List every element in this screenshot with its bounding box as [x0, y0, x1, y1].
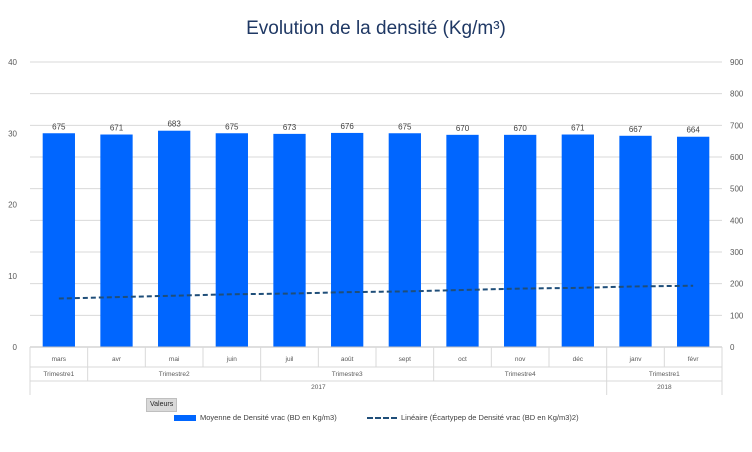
year-label: 2017 [311, 384, 326, 391]
y-right-tick-label: 600 [730, 153, 744, 162]
x-tick-label: mars [52, 356, 67, 363]
bar [561, 134, 594, 347]
bar [215, 133, 248, 347]
chart-title: Evolution de la densité (Kg/m³) [246, 18, 506, 39]
bar [100, 134, 133, 347]
x-tick-label: déc [573, 356, 584, 363]
trend-line [58, 284, 694, 300]
legend-line-swatch [367, 416, 397, 419]
quarter-label: Trimestre1 [649, 371, 680, 378]
bar-value-label: 670 [513, 124, 527, 133]
x-tick-label: juin [226, 356, 238, 363]
bar-value-label: 675 [398, 122, 412, 131]
x-tick-label: avr [112, 356, 122, 363]
bar [331, 132, 364, 347]
y-left-tick-label: 10 [8, 272, 17, 281]
quarter-label: Trimestre4 [505, 371, 536, 378]
y-right-tick-label: 200 [730, 280, 744, 289]
legend-bar-label: Moyenne de Densité vrac (BD en Kg/m3) [200, 413, 337, 422]
y-left-tick-label: 0 [13, 343, 18, 352]
x-tick-label: févr [688, 356, 700, 363]
bar-value-label: 675 [225, 122, 239, 131]
bar-value-label: 675 [52, 122, 66, 131]
bar-value-label: 671 [110, 124, 124, 133]
x-tick-label: juil [285, 356, 295, 363]
quarter-label: Trimestre2 [159, 371, 190, 378]
bar [504, 134, 537, 347]
bar-value-label: 670 [456, 124, 470, 133]
legend-item-line: Linéaire (Écartypep de Densité vrac (BD … [367, 413, 579, 422]
bar-value-label: 664 [686, 126, 700, 135]
x-tick-label: oct [458, 356, 467, 363]
y-left-tick-label: 30 [8, 129, 17, 138]
y-right-tick-label: 500 [730, 185, 744, 194]
bar [388, 133, 421, 347]
bar [42, 133, 75, 347]
quarter-label: Trimestre1 [43, 371, 74, 378]
bar-value-label: 673 [283, 123, 297, 132]
y-left-tick-label: 40 [8, 58, 17, 67]
x-tick-label: août [341, 356, 354, 363]
y-right-tick-label: 700 [730, 121, 744, 130]
quarter-label: Trimestre3 [332, 371, 363, 378]
legend-bar-swatch [174, 414, 196, 421]
x-tick-label: janv [629, 356, 643, 363]
bar-value-label: 671 [571, 124, 585, 133]
pivot-values-field-button[interactable]: Valeurs [146, 398, 178, 412]
y-right-tick-label: 800 [730, 90, 744, 99]
x-tick-label: mai [169, 356, 179, 363]
year-label: 2018 [657, 384, 672, 391]
legend-item-bar: Moyenne de Densité vrac (BD en Kg/m3) [174, 413, 337, 422]
legend-line-label: Linéaire (Écartypep de Densité vrac (BD … [401, 413, 579, 422]
y-right-tick-label: 0 [730, 343, 735, 352]
bar [677, 136, 710, 347]
bar [619, 135, 652, 347]
bar [273, 133, 306, 347]
x-tick-label: sept [399, 356, 411, 363]
y-right-tick-label: 400 [730, 216, 744, 225]
y-left-tick-label: 20 [8, 201, 17, 210]
x-tick-label: nov [515, 356, 526, 363]
y-right-tick-label: 300 [730, 248, 744, 257]
bar [158, 130, 191, 347]
bar [446, 134, 479, 347]
y-right-tick-label: 900 [730, 58, 744, 67]
y-right-tick-label: 100 [730, 311, 744, 320]
bar-value-label: 667 [629, 125, 643, 134]
bar-value-label: 683 [167, 120, 181, 129]
bar-value-label: 676 [340, 122, 354, 131]
